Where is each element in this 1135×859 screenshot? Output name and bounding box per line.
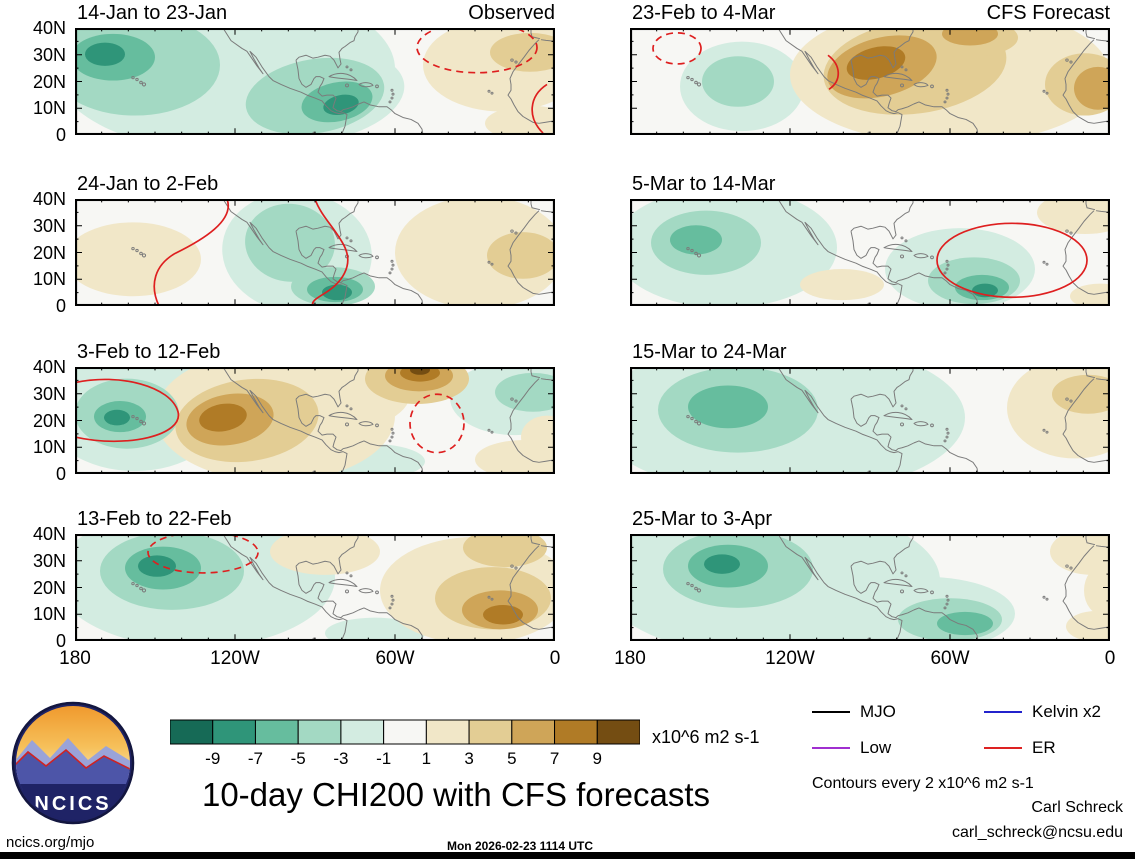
map-panel-8 xyxy=(630,534,1110,641)
colorbar-tick-label: 5 xyxy=(507,749,516,768)
legend-line xyxy=(984,747,1022,749)
legend-label: ER xyxy=(1032,738,1056,757)
panel-title: 5-Mar to 14-Mar xyxy=(632,173,776,195)
lon-tick-label: 180 xyxy=(59,648,91,669)
legend-item-mjo: MJO xyxy=(812,702,958,722)
contour-note: Contours every 2 x10^6 m2 s-1 xyxy=(812,775,1034,792)
lon-tick-label: 60W xyxy=(930,648,970,669)
colorbar-tick-label: -9 xyxy=(205,749,220,768)
panel-title: 15-Mar to 24-Mar xyxy=(632,341,787,363)
map-panel-5 xyxy=(630,28,1110,135)
lat-tick-label: 20N xyxy=(32,410,66,431)
panel-title: 24-Jan to 2-Feb xyxy=(77,173,219,195)
footer-site: ncics.org/mjo xyxy=(6,834,95,851)
map-panel-7 xyxy=(630,367,1110,474)
figure-title: 10-day CHI200 with CFS forecasts xyxy=(201,776,711,813)
lon-tick-label: 120W xyxy=(765,648,815,669)
map-panel-3 xyxy=(75,367,555,474)
map-panel-4 xyxy=(75,534,555,641)
lat-tick-label: 0 xyxy=(55,125,66,145)
bottom-bar xyxy=(0,852,1135,859)
lat-tick-label: 20N xyxy=(32,71,66,92)
colorbar-tick-label: 1 xyxy=(422,749,431,768)
lat-tick-label: 20N xyxy=(32,577,66,598)
logo-text: NCICS xyxy=(34,793,111,815)
lat-tick-label: 30N xyxy=(32,215,66,236)
map-panel-2 xyxy=(75,199,555,306)
lat-tick-label: 40N xyxy=(32,189,66,209)
panel-title: 14-Jan to 23-Jan xyxy=(77,2,228,24)
lat-tick-label: 30N xyxy=(32,550,66,571)
lon-tick-label: 0 xyxy=(549,648,561,669)
colorbar-tick-label: -7 xyxy=(248,749,263,768)
lon-tick-label: 120W xyxy=(210,648,260,669)
footer-timestamp: Mon 2026-02-23 1114 UTC xyxy=(446,839,594,853)
colorbar-tick-label: -1 xyxy=(376,749,391,768)
panel-column-tag: Observed xyxy=(468,2,555,24)
contour-legend: MJO Kelvin x2 Low ER xyxy=(812,702,1130,758)
colorbar-tick-label: -5 xyxy=(291,749,306,768)
lat-tick-label: 30N xyxy=(32,383,66,404)
logo-ridge-line xyxy=(16,748,130,773)
legend-label: Low xyxy=(860,738,892,757)
panel-title: 13-Feb to 22-Feb xyxy=(77,508,232,530)
colorbar-scale: -9 -7 -5 -3 -1 1 3 5 7 9 xyxy=(169,719,641,768)
lat-tick-label: 40N xyxy=(32,18,66,38)
panel-title: 3-Feb to 12-Feb xyxy=(77,341,221,363)
legend-label: Kelvin x2 xyxy=(1032,702,1101,721)
lat-tick-label: 0 xyxy=(55,464,66,484)
colorbar-units: x10^6 m2 s-1 xyxy=(652,727,760,747)
legend-line xyxy=(812,747,850,749)
lat-tick-label: 40N xyxy=(32,357,66,377)
colorbar-tick-label: -3 xyxy=(333,749,348,768)
lat-tick-label: 30N xyxy=(32,44,66,65)
legend-item-kelvin-x2: Kelvin x2 xyxy=(984,702,1130,722)
lat-tick-label: 20N xyxy=(32,242,66,263)
legend-label: MJO xyxy=(860,702,896,721)
lat-tick-label: 10N xyxy=(32,98,66,119)
lon-tick-label: 60W xyxy=(375,648,415,669)
lat-tick-label: 0 xyxy=(55,631,66,651)
map-panel-6 xyxy=(630,199,1110,306)
ncics-logo: NCICS xyxy=(10,700,136,826)
lat-tick-label: 40N xyxy=(32,524,66,544)
credit-email: carl_schreck@ncsu.edu xyxy=(952,824,1123,841)
lon-tick-label: 180 xyxy=(614,648,646,669)
lon-tick-label: 0 xyxy=(1104,648,1116,669)
ncics-logo-image: NCICS xyxy=(11,701,135,825)
colorbar-tick-label: 9 xyxy=(593,749,602,768)
panel-column-tag: CFS Forecast xyxy=(986,2,1110,24)
lat-tick-label: 10N xyxy=(32,437,66,458)
legend-item-low: Low xyxy=(812,738,958,758)
legend-item-er: ER xyxy=(984,738,1130,758)
legend-line xyxy=(984,711,1022,713)
lat-tick-label: 0 xyxy=(55,296,66,316)
lat-tick-label: 10N xyxy=(32,269,66,290)
panel-title: 23-Feb to 4-Mar xyxy=(632,2,776,24)
credit-name: Carl Schreck xyxy=(1031,799,1123,816)
colorbar-tick-label: 3 xyxy=(464,749,473,768)
panel-title: 25-Mar to 3-Apr xyxy=(632,508,773,530)
map-panel-1 xyxy=(75,28,555,135)
colorbar-tick-label: 7 xyxy=(550,749,559,768)
colorbar: -9 -7 -5 -3 -1 1 3 5 7 9 xyxy=(169,718,641,773)
lat-tick-label: 10N xyxy=(32,604,66,625)
legend-line xyxy=(812,711,850,713)
